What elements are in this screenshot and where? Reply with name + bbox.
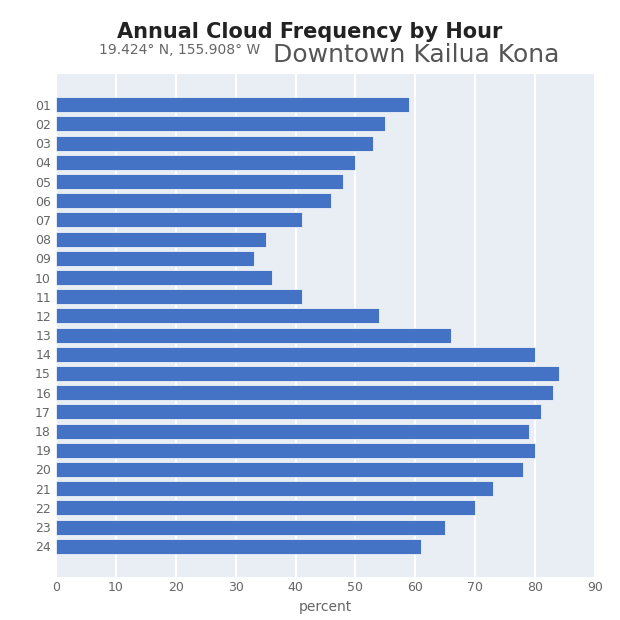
- Bar: [56, 251, 254, 266]
- X-axis label: percent: percent: [299, 600, 352, 614]
- Bar: [56, 213, 301, 228]
- Bar: [56, 385, 553, 400]
- Bar: [56, 174, 343, 189]
- Bar: [56, 289, 301, 304]
- Text: Downtown Kailua Kona: Downtown Kailua Kona: [273, 43, 559, 67]
- Bar: [56, 423, 529, 438]
- Bar: [56, 327, 451, 343]
- Bar: [56, 232, 265, 247]
- Text: Annual Cloud Frequency by Hour: Annual Cloud Frequency by Hour: [117, 22, 503, 42]
- Bar: [56, 155, 355, 170]
- Bar: [56, 481, 494, 496]
- Bar: [56, 539, 422, 554]
- Bar: [56, 117, 386, 131]
- Bar: [56, 193, 332, 208]
- Bar: [56, 270, 272, 285]
- Bar: [56, 97, 409, 112]
- Bar: [56, 347, 535, 362]
- Bar: [56, 136, 373, 151]
- Bar: [56, 520, 445, 534]
- Bar: [56, 443, 535, 458]
- Bar: [56, 404, 541, 419]
- Bar: [56, 500, 476, 515]
- Bar: [56, 366, 559, 381]
- Bar: [56, 462, 523, 477]
- Text: 19.424° N, 155.908° W: 19.424° N, 155.908° W: [99, 43, 260, 58]
- Bar: [56, 308, 379, 324]
